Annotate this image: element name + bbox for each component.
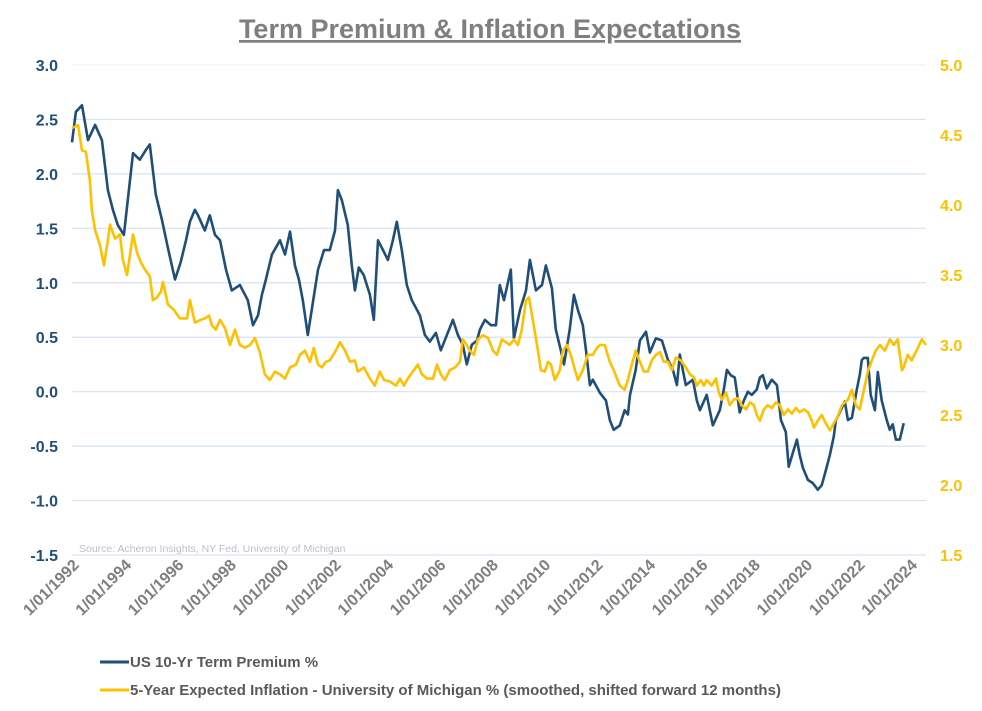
left-tick-label: 1.5 bbox=[36, 221, 58, 238]
x-tick-label: 1/01/1996 bbox=[125, 557, 187, 619]
x-tick-label: 1/01/1992 bbox=[20, 557, 82, 619]
left-tick-label: 2.0 bbox=[36, 167, 58, 184]
left-axis: 3.0 2.5 2.0 1.5 1.0 0.5 0.0 -0.5 -1.0 -1.5 bbox=[30, 58, 58, 565]
x-tick-label: 1/01/2020 bbox=[754, 557, 816, 619]
x-tick-label: 1/01/2002 bbox=[282, 557, 344, 619]
left-tick-label: -1.5 bbox=[30, 548, 58, 565]
right-tick-label: 4.0 bbox=[940, 198, 962, 215]
x-tick-label: 1/01/2012 bbox=[544, 557, 606, 619]
legend: US 10-Yr Term Premium % 5-Year Expected … bbox=[100, 654, 781, 699]
x-tick-label: 1/01/1998 bbox=[178, 557, 240, 619]
x-tick-label: 1/01/1994 bbox=[73, 557, 135, 619]
x-tick-label: 1/01/2000 bbox=[230, 557, 292, 619]
x-tick-label: 1/01/2018 bbox=[702, 557, 764, 619]
inflation-expectations-line bbox=[71, 123, 928, 432]
x-tick-label: 1/01/2004 bbox=[335, 557, 397, 619]
left-tick-label: 1.0 bbox=[36, 276, 58, 293]
left-tick-label: 0.5 bbox=[36, 330, 58, 347]
series-lines bbox=[70, 104, 928, 491]
left-tick-label: 3.0 bbox=[36, 58, 58, 75]
left-tick-label: -0.5 bbox=[30, 439, 58, 456]
right-tick-label: 2.0 bbox=[940, 478, 962, 495]
right-tick-label: 1.5 bbox=[940, 548, 962, 565]
x-tick-label: 1/01/2010 bbox=[492, 557, 554, 619]
legend-label-inflation: 5-Year Expected Inflation - University o… bbox=[130, 682, 781, 699]
x-tick-label: 1/01/2014 bbox=[597, 557, 659, 619]
term-premium-line bbox=[70, 104, 905, 491]
legend-label-term-premium: US 10-Yr Term Premium % bbox=[130, 654, 318, 671]
x-tick-label: 1/01/2008 bbox=[440, 557, 502, 619]
gridlines bbox=[72, 64, 926, 556]
legend-item-inflation: 5-Year Expected Inflation - University o… bbox=[100, 682, 781, 699]
x-axis: 1/01/19921/01/19941/01/19961/01/19981/01… bbox=[20, 557, 921, 619]
right-tick-label: 3.0 bbox=[940, 338, 962, 355]
x-tick-label: 1/01/2016 bbox=[649, 557, 711, 619]
right-axis: 5.0 4.5 4.0 3.5 3.0 2.5 2.0 1.5 bbox=[940, 58, 962, 565]
right-tick-label: 4.5 bbox=[940, 128, 962, 145]
x-tick-label: 1/01/2022 bbox=[806, 557, 868, 619]
left-tick-label: -1.0 bbox=[30, 494, 58, 511]
x-tick-label: 1/01/2006 bbox=[387, 557, 449, 619]
source-note: Source: Acheron Insights, NY Fed, Univer… bbox=[79, 543, 346, 555]
right-tick-label: 3.5 bbox=[940, 268, 962, 285]
legend-item-term-premium: US 10-Yr Term Premium % bbox=[100, 654, 318, 671]
x-tick-label: 1/01/2024 bbox=[859, 557, 921, 619]
right-tick-label: 5.0 bbox=[940, 58, 962, 75]
left-tick-label: 2.5 bbox=[36, 112, 58, 129]
chart-title: Term Premium & Inflation Expectations bbox=[239, 14, 741, 44]
right-tick-label: 2.5 bbox=[940, 408, 962, 425]
left-tick-label: 0.0 bbox=[36, 385, 58, 402]
